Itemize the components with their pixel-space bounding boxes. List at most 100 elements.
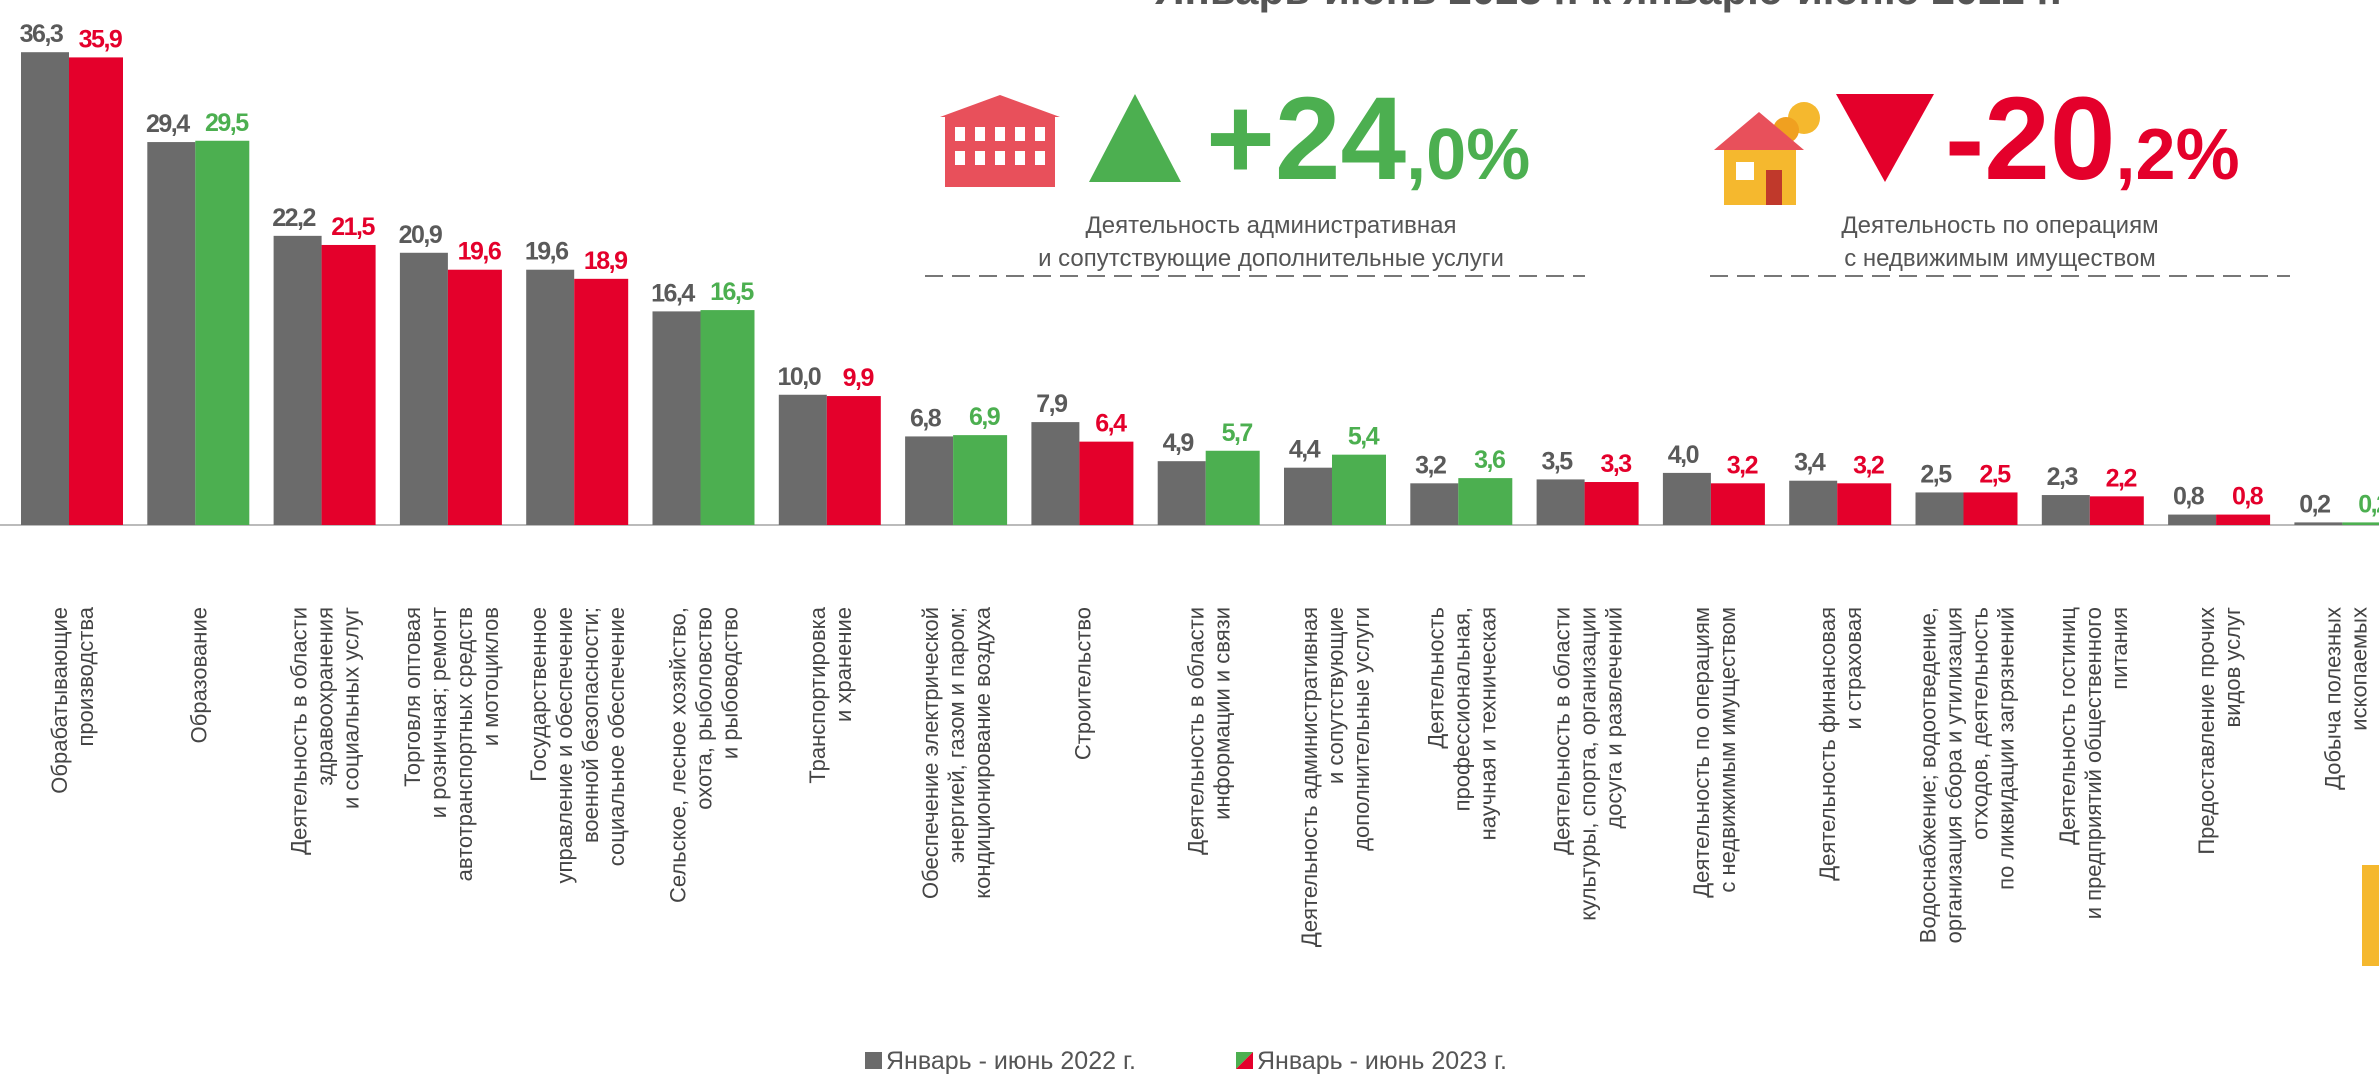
value-label: 0,8 [2173,483,2205,511]
x-tick-label: и страховая [1841,607,1866,730]
value-label: 20,9 [399,221,442,249]
bar [574,278,629,525]
x-tick-label: кондиционирование воздуха [970,606,995,899]
value-label: 16,5 [710,278,754,306]
bar [700,310,755,525]
category-label: Торговля оптовая и розничная; ремонт автот… [400,607,503,881]
bar [953,435,1008,525]
trend-arrow [1089,94,1181,182]
value-label: 3,3 [1600,450,1631,478]
value-label: 2,3 [2047,463,2078,491]
legend-label: Январь - июнь 2023 г. [1257,1047,1507,1075]
value-label: 3,4 [1794,449,1826,477]
value-label: 4,4 [1289,436,1321,464]
x-tick-label: военной безопасности; [578,607,603,843]
change-fraction: ,2% [2116,115,2240,195]
value-label: 5,4 [1348,423,1380,451]
x-tick-label: Деятельность [1423,607,1448,749]
category-label: Деятельность гостиниц и предприятий общес… [2055,607,2132,920]
value-label: 0,2 [2358,490,2379,518]
x-tick-label: здравоохранения [313,607,338,786]
category-label: Обеспечение электрической энергией, газом… [918,606,995,899]
x-tick-label: Деятельность гостиниц [2055,607,2080,845]
bar [147,142,196,525]
value-label: 2,5 [1979,460,2011,488]
bar [778,394,827,525]
bar [1410,483,1459,525]
value-label: 6,9 [969,403,1000,431]
annotation-text: Деятельность по операциям [1841,212,2158,239]
category-label: Обрабатывающие производства [47,606,98,793]
x-tick-label: автотранспортных средств [452,607,477,881]
category-label: Деятельность профессиональная, научная и т… [1423,607,1500,840]
legend-swatch [865,1052,882,1069]
x-tick-label: Добыча полезных [2320,607,2345,790]
x-tick-label: управление и обеспечение [552,607,577,883]
bar [69,57,123,526]
bar [1584,482,1639,525]
x-tick-label: Деятельность в области [1550,607,1575,855]
bar [447,269,502,525]
x-tick-label: Водоснабжение; водоотведение, [1916,607,1941,943]
bar [1205,450,1260,525]
bar [21,52,69,525]
x-tick-label: охота, рыболовство [692,607,717,810]
x-tick-label: Деятельность в области [1184,607,1209,855]
annotation-text: Деятельность административная [1086,212,1457,239]
x-tick-label: видов услуг [2220,607,2245,727]
x-tick-label: Деятельность финансовая [1815,607,1840,881]
bar [1710,483,1765,525]
bar [2041,495,2090,525]
x-tick-label: Обеспечение электрической [918,607,943,899]
bar [1157,461,1206,525]
value-label: 3,2 [1727,451,1758,479]
bar [1536,479,1585,525]
annotation-text: и сопутствующие дополнительные услуги [1038,245,1504,272]
x-tick-label: культуры, спорта, организации [1576,607,1601,921]
bar [2168,514,2217,525]
bar [526,269,575,525]
change-fraction: ,0% [1406,115,1530,195]
bar [826,396,881,525]
category-label: Деятельность административная и сопутству… [1297,607,1374,947]
value-label: 18,9 [584,247,627,275]
category-label: Строительство [1070,607,1095,760]
value-label: 22,2 [272,204,315,232]
legend-label: Январь - июнь 2022 г. [886,1047,1136,1075]
bar [321,244,376,525]
bar [1662,472,1711,525]
value-label: 19,6 [458,238,501,266]
legend-swatch [1236,1052,1253,1069]
category-label: Деятельность по операциям с недвижимым им… [1689,607,1740,898]
bar [1031,422,1080,525]
bar [2216,514,2271,525]
value-label: 16,4 [651,279,695,307]
value-label: 9,9 [843,364,874,392]
x-tick-label: и рыбоводство [718,607,743,759]
value-label: 3,2 [1415,451,1446,479]
x-tick-label: Образование [186,607,211,743]
change-value: -20,2% [1945,73,2240,205]
bar [1284,467,1332,525]
bar [652,311,701,525]
x-tick-label: с недвижимым имуществом [1715,607,1740,893]
bar [1963,492,2018,525]
bar [2294,522,2343,525]
x-tick-label: профессиональная, [1449,607,1474,811]
value-label: 10,0 [777,363,820,391]
value-label: 29,4 [146,110,190,138]
value-label: 0,8 [2232,483,2264,511]
x-tick-label: Деятельность административная [1297,607,1322,947]
x-tick-label: и хранение [831,607,856,722]
x-tick-label: социальное обеспечение [604,607,629,866]
value-label: 19,6 [525,238,568,266]
bar [195,140,250,525]
value-label: 3,6 [1474,446,1505,474]
value-label: 4,0 [1668,441,1699,469]
x-tick-label: отходов, деятельность [1968,607,1993,840]
category-label: Транспортировка и хранение [805,606,856,783]
category-label: Водоснабжение; водоотведение, организация… [1916,607,2019,943]
bar [399,252,448,525]
bar [2089,496,2144,525]
